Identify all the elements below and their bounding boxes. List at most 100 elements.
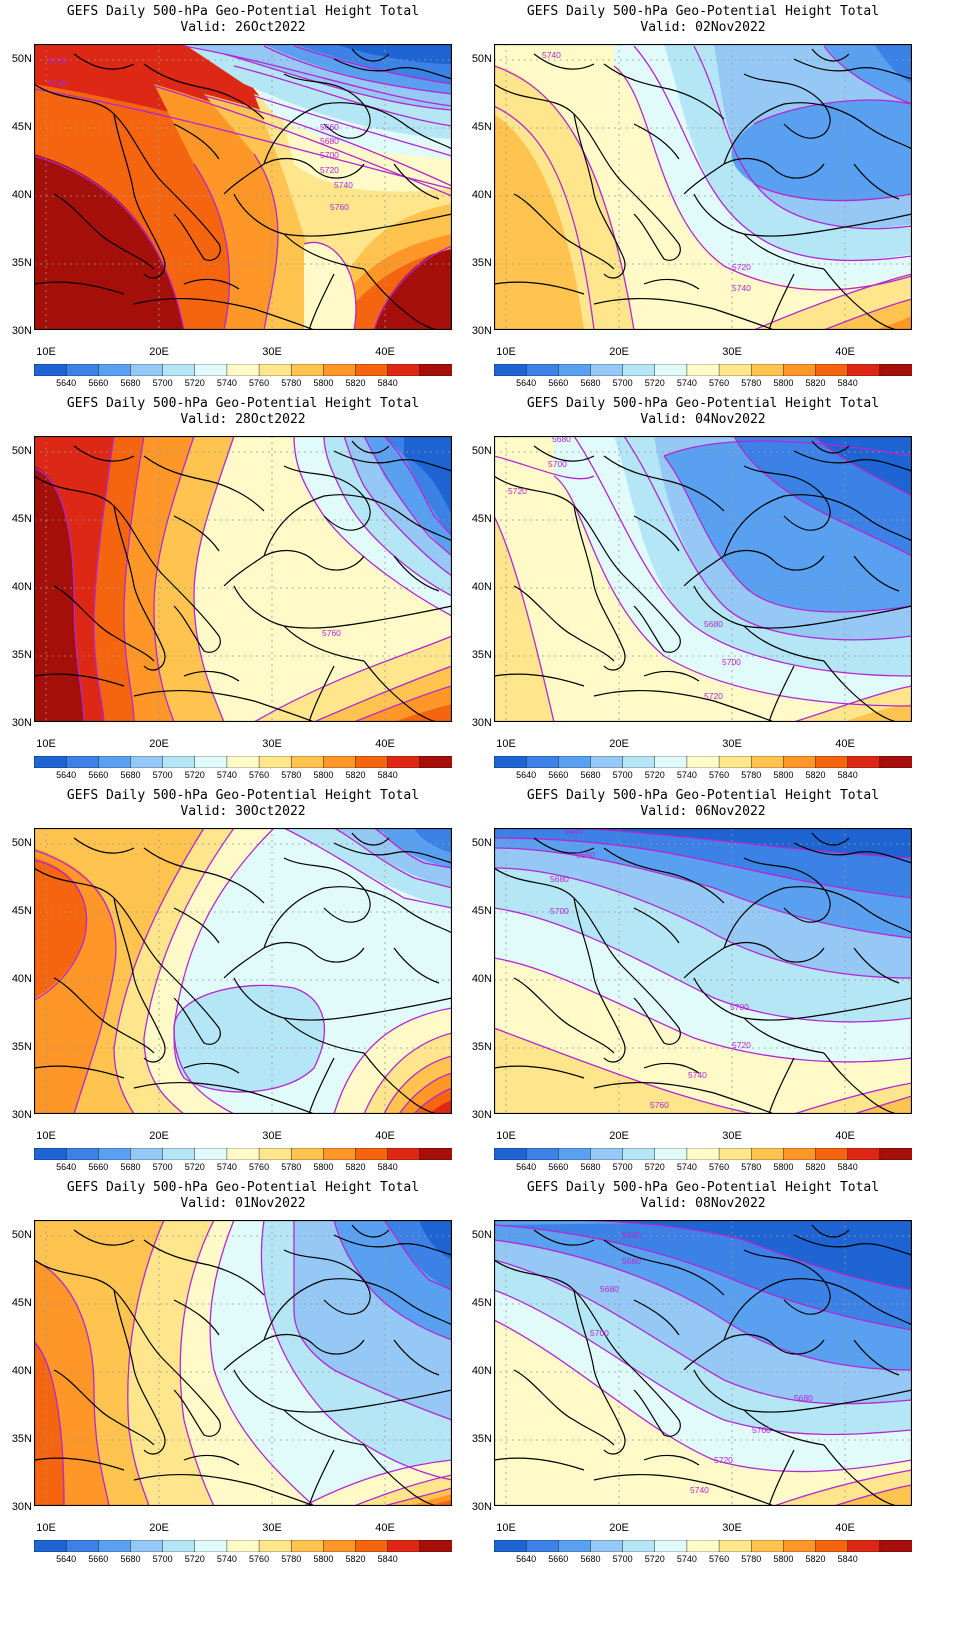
- colorbar-swatch: [34, 1148, 67, 1160]
- lat-label: 50N: [471, 445, 492, 457]
- lat-label: 50N: [471, 53, 492, 65]
- grid-lines: [34, 436, 452, 722]
- coastlines: [494, 1224, 912, 1506]
- colorbar-label: 5720: [184, 770, 205, 780]
- height-band: [34, 858, 87, 998]
- lat-label: 40N: [471, 973, 492, 985]
- lat-label: 35N: [11, 1041, 32, 1053]
- colorbar-swatch: [751, 756, 785, 768]
- contour-label: 5680: [600, 1284, 619, 1294]
- colorbar-label: 5820: [345, 378, 366, 388]
- height-band: [834, 1485, 912, 1506]
- colorbar: [494, 364, 912, 376]
- colorbar-label: 5720: [184, 1162, 205, 1172]
- colorbar-label: 5720: [644, 1554, 665, 1564]
- lat-label: 30N: [11, 717, 32, 729]
- contour-label: 5680: [550, 874, 569, 884]
- map-panel-02nov: GEFS Daily 500-hPa Geo-Potential Height …: [460, 0, 930, 392]
- colorbar-swatch: [194, 364, 228, 376]
- lat-label: 50N: [11, 1229, 32, 1241]
- colorbar-swatch: [847, 364, 881, 376]
- contour-label: 5680: [320, 136, 339, 146]
- lon-label: 30E: [262, 738, 282, 750]
- colorbar-swatch: [355, 756, 389, 768]
- colorbar-label: 5660: [548, 378, 569, 388]
- colorbar-swatch: [686, 364, 720, 376]
- lon-label: 40E: [375, 1130, 395, 1142]
- grid-lines: [34, 1220, 452, 1506]
- colorbar-swatch: [162, 756, 196, 768]
- map-panel-30oct: GEFS Daily 500-hPa Geo-Potential Height …: [0, 784, 470, 1176]
- lat-label: 50N: [11, 445, 32, 457]
- colorbar-swatch: [130, 364, 164, 376]
- colorbar-label: 5660: [548, 1554, 569, 1564]
- height-band: [34, 466, 84, 722]
- colorbar-swatch: [494, 1148, 527, 1160]
- height-band: [494, 1028, 754, 1114]
- colorbar-label: 5640: [516, 770, 537, 780]
- lat-label: 50N: [11, 837, 32, 849]
- colorbar-swatch: [847, 1148, 881, 1160]
- contour-label: 5760: [650, 1100, 669, 1110]
- colorbar-swatch: [387, 1540, 421, 1552]
- colorbar-swatch: [34, 364, 67, 376]
- lat-label: 30N: [471, 717, 492, 729]
- colorbar-label: 5700: [612, 1162, 633, 1172]
- lat-label: 45N: [11, 513, 32, 525]
- colorbar: [34, 1148, 452, 1160]
- colorbar-swatch: [387, 364, 421, 376]
- contour-lines: [34, 828, 452, 1114]
- colorbar-label: 5820: [345, 1554, 366, 1564]
- contour-label: 5700: [730, 1002, 749, 1012]
- colorbar-swatch: [590, 1540, 624, 1552]
- lat-label: 45N: [11, 905, 32, 917]
- lat-label: 35N: [11, 257, 32, 269]
- lon-label: 10E: [496, 1522, 516, 1534]
- colorbar-swatch: [847, 756, 881, 768]
- colorbar-label: 5780: [281, 378, 302, 388]
- lon-label: 20E: [609, 738, 629, 750]
- colorbar-label: 5840: [377, 378, 398, 388]
- colorbar-swatch: [226, 756, 260, 768]
- contour-label: 5740: [732, 283, 751, 293]
- colorbar-swatch: [291, 364, 325, 376]
- panel-title: GEFS Daily 500-hPa Geo-Potential Height …: [526, 396, 880, 411]
- lat-label: 40N: [471, 189, 492, 201]
- lon-label: 10E: [36, 1522, 56, 1534]
- colorbar-label: 5800: [773, 1554, 794, 1564]
- colorbar-label: 5700: [152, 1554, 173, 1564]
- colorbar-label: 5700: [612, 770, 633, 780]
- colorbar-swatch: [65, 1540, 100, 1552]
- colorbar-swatch: [258, 1540, 292, 1552]
- colorbar-swatch: [162, 1540, 196, 1552]
- colorbar-swatch: [130, 1148, 164, 1160]
- colorbar-label: 5640: [56, 770, 77, 780]
- colorbar-swatch: [525, 756, 560, 768]
- lat-label: 30N: [11, 1501, 32, 1513]
- lon-label: 40E: [835, 738, 855, 750]
- colorbar-label: 5640: [516, 378, 537, 388]
- lat-label: 45N: [471, 905, 492, 917]
- contour-label: 5720: [320, 165, 339, 175]
- contour-label: 5720: [714, 1455, 733, 1465]
- panel-title: GEFS Daily 500-hPa Geo-Potential Height …: [526, 1180, 880, 1195]
- colorbar-label: 5680: [580, 378, 601, 388]
- height-band: [429, 1100, 452, 1114]
- map-frame: 5760: [34, 436, 452, 722]
- map-panel-08nov: GEFS Daily 500-hPa Geo-Potential Height …: [460, 1176, 930, 1568]
- lon-label: 30E: [722, 738, 742, 750]
- height-band: [429, 1500, 452, 1506]
- colorbar-label: 5840: [837, 1162, 858, 1172]
- colorbar-swatch: [419, 364, 452, 376]
- colorbar-label: 5760: [249, 770, 270, 780]
- map-frame: [34, 828, 452, 1114]
- contour-lines: [494, 828, 912, 1114]
- grid-lines: [34, 828, 452, 1114]
- lon-label: 20E: [149, 1130, 169, 1142]
- colorbar-label: 5640: [56, 1162, 77, 1172]
- colorbar-label: 5760: [709, 770, 730, 780]
- colorbar-swatch: [65, 1148, 100, 1160]
- colorbar-swatch: [323, 364, 357, 376]
- height-band: [404, 828, 452, 853]
- colorbar-swatch: [686, 1540, 720, 1552]
